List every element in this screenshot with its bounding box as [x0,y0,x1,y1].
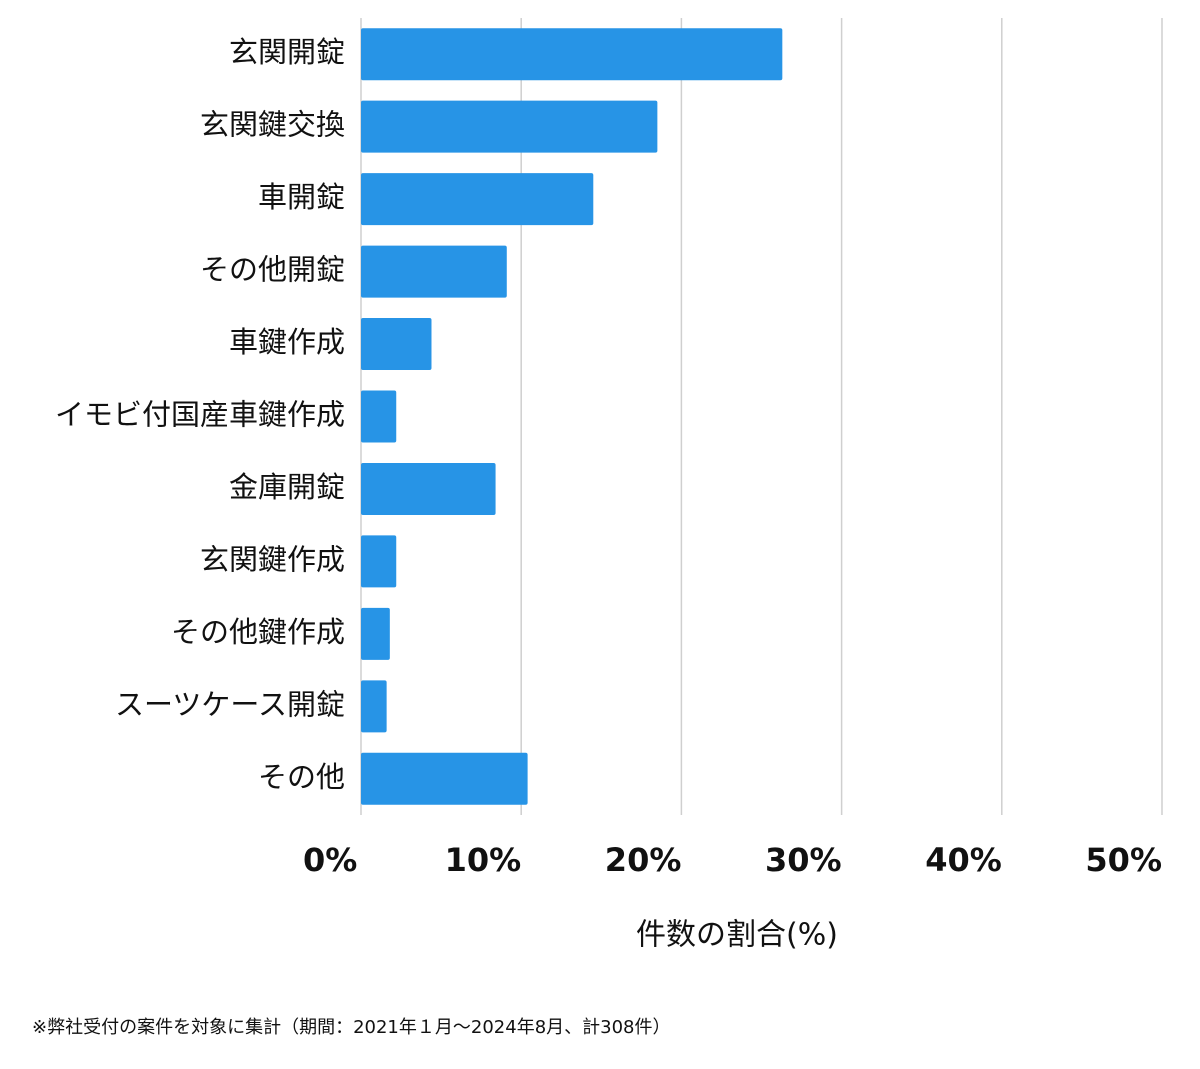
bar [361,535,397,588]
bar [361,607,390,660]
bar [361,462,496,515]
y-tick-label: 玄関開錠 [229,35,345,69]
bar [361,752,528,805]
y-tick-label: その他鍵作成 [171,615,345,649]
x-tick-label: 0% [303,841,357,879]
x-tick-label: 20% [605,841,682,879]
x-tick-label: 30% [765,841,842,879]
bar [361,680,387,733]
x-axis-label: 件数の割合(%) [636,918,838,953]
y-tick-label: その他開錠 [200,253,345,287]
bar [361,100,658,153]
y-tick-label: 車開錠 [258,180,345,214]
y-tick-label: イモビ付国産車鍵作成 [55,398,345,432]
footnote: ※弊社受付の案件を対象に集計（期間：2021年１月〜2024年8月、計308件） [32,1017,671,1038]
y-tick-label: その他 [258,760,345,794]
x-tick-label: 10% [445,841,522,879]
y-tick-label: 玄関鍵交換 [200,108,345,142]
y-tick-label: 玄関鍵作成 [200,542,345,576]
bar [361,28,783,81]
bar [361,245,507,298]
y-tick-label: 車鍵作成 [229,325,345,359]
bar [361,173,594,226]
bar [361,390,397,443]
bar [361,318,432,371]
x-tick-label: 40% [925,841,1002,879]
x-tick-label: 50% [1085,841,1162,879]
y-tick-label: 金庫開錠 [229,470,345,504]
y-tick-label: スーツケース開錠 [115,687,345,721]
